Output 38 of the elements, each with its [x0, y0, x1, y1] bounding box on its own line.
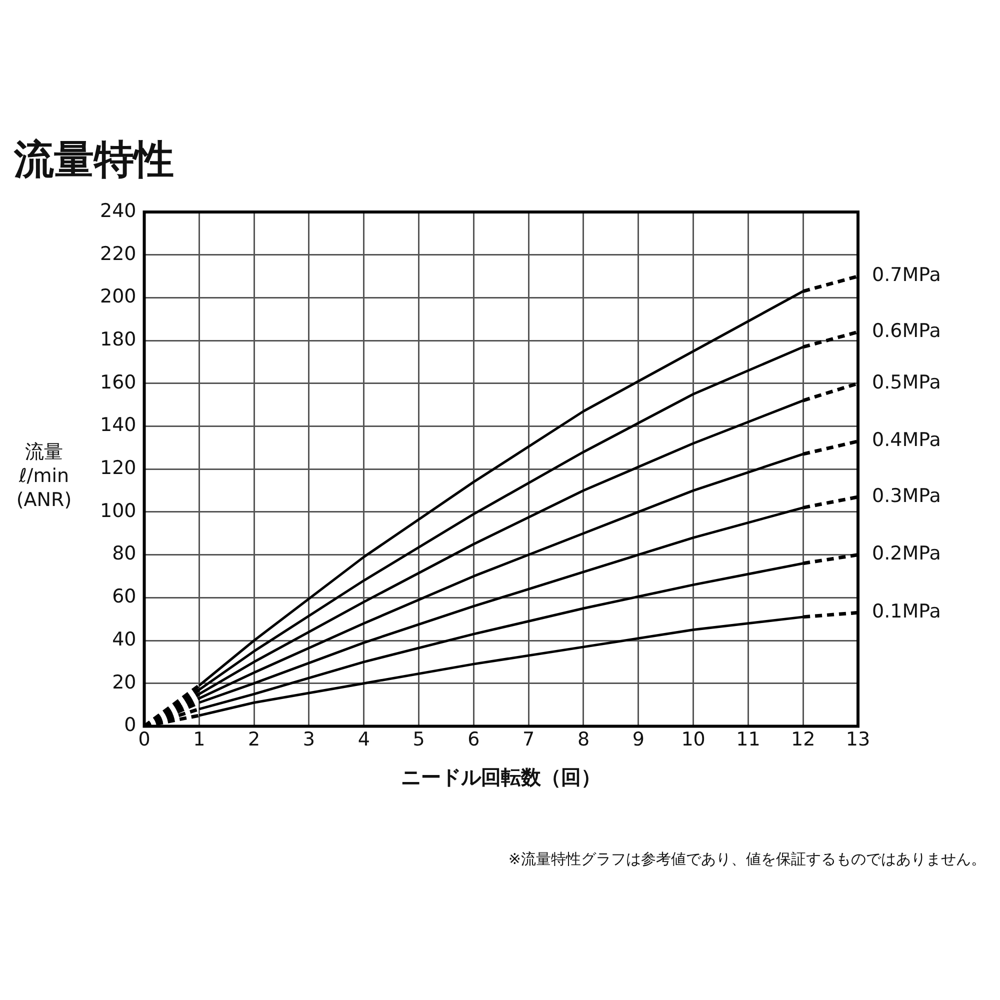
- x-tick-label: 4: [358, 728, 370, 751]
- text: ※流量特性グラフは参考値であり、値を保証するものではありません。: [508, 850, 986, 869]
- x-axis-title: ニードル回転数（回）: [401, 765, 602, 790]
- text: 0.5MPa: [872, 371, 941, 394]
- text: 0.4MPa: [872, 429, 941, 452]
- x-tick-label: 8: [577, 728, 590, 751]
- x-tick-label: 6: [468, 728, 480, 751]
- y-tick-label: 120: [100, 457, 136, 480]
- y-tick-label: 140: [100, 414, 136, 436]
- x-tick-label: 11: [736, 728, 760, 751]
- x-tick-label: 1: [193, 728, 206, 751]
- y-tick-label: 20: [112, 671, 136, 694]
- x-tick-label: 13: [846, 728, 870, 751]
- x-tick-label: 9: [632, 728, 644, 751]
- text: 0.3MPa: [872, 484, 941, 507]
- x-tick-label: 5: [412, 728, 425, 751]
- y-tick-label: 160: [100, 371, 136, 394]
- y-axis-title: 流量 ℓ/min (ANR): [15, 440, 73, 512]
- x-tick-label: 12: [791, 728, 816, 751]
- y-tick-label: 240: [100, 200, 136, 222]
- text: 0.1MPa: [872, 600, 941, 623]
- y-tick-label: 100: [100, 500, 136, 522]
- y-tick-label: 80: [112, 542, 136, 565]
- x-tick-label: 3: [302, 728, 316, 751]
- chart-title: 流量特性: [14, 136, 174, 185]
- text: 0.2MPa: [872, 542, 941, 565]
- x-tick-label: 0: [138, 728, 150, 751]
- y-tick-label: 220: [100, 242, 136, 265]
- x-tick-label: 2: [248, 728, 260, 751]
- y-tick-label: 40: [112, 628, 136, 650]
- y-tick-label: 0: [124, 714, 136, 736]
- text: 0.7MPa: [872, 264, 941, 286]
- text: 0.6MPa: [872, 320, 941, 342]
- x-tick-label: 10: [681, 728, 706, 751]
- x-tick-label: 7: [522, 728, 535, 751]
- y-tick-label: 180: [100, 328, 136, 350]
- y-tick-label: 60: [112, 586, 136, 608]
- y-tick-label: 200: [100, 286, 136, 308]
